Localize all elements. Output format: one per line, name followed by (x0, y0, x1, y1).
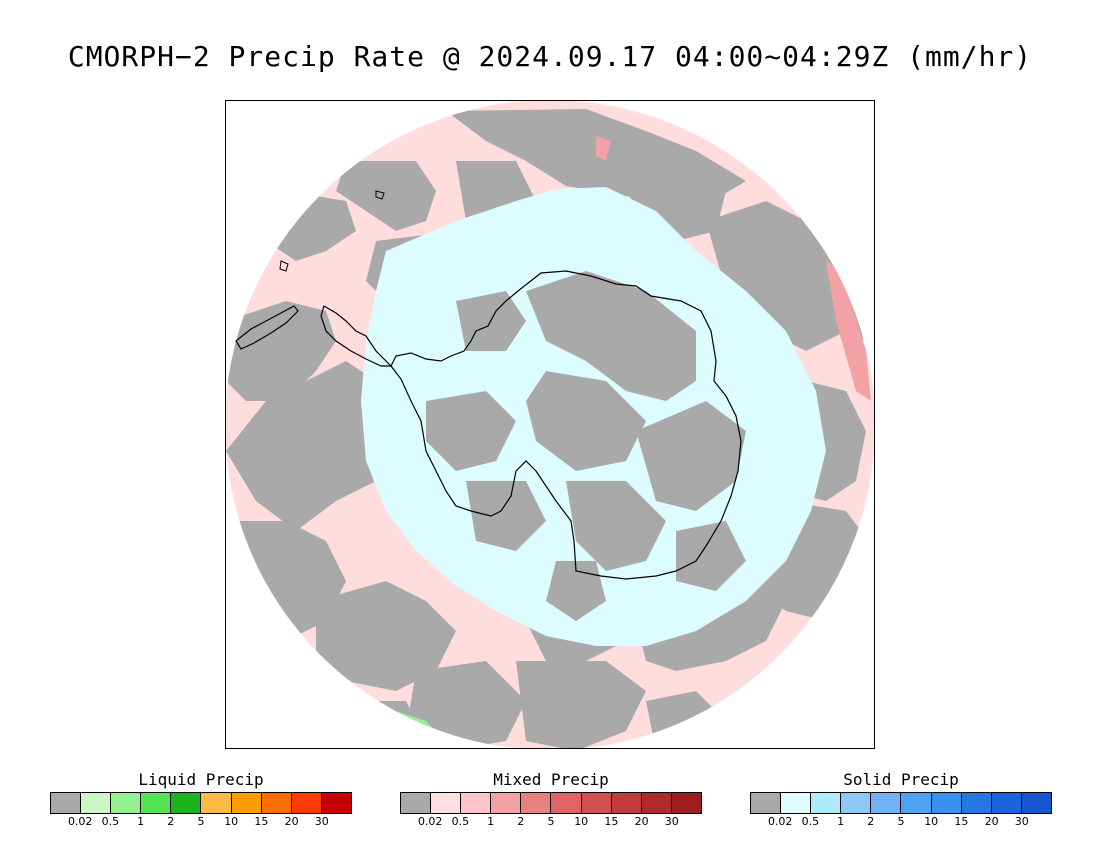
legend-title: Mixed Precip (493, 770, 609, 789)
legend-tick-label: 30 (314, 815, 329, 828)
legend-swatch (1021, 793, 1051, 813)
solid-precip-legend: Solid Precip 0.02 0.5 1 2 5 10 15 20 30 (750, 770, 1052, 831)
legend-swatch (991, 793, 1022, 813)
legend-tick-label: 0.5 (801, 815, 820, 828)
legend-tick-label: 20 (984, 815, 999, 828)
legend-swatch (551, 793, 582, 813)
island-coastline (279, 260, 289, 272)
legend-swatch (781, 793, 812, 813)
legend-swatch (461, 793, 492, 813)
legend-swatch (491, 793, 522, 813)
legend-swatch (871, 793, 902, 813)
legend-swatch (811, 793, 842, 813)
south-america-coastline (235, 305, 299, 350)
mixed-precip-moderate (596, 136, 611, 161)
legend-swatch (111, 793, 142, 813)
legend-tick-label: 0.02 (67, 815, 93, 828)
legend-title: Liquid Precip (138, 770, 264, 789)
legend-colorbar (750, 792, 1052, 814)
legend-tick-label: 5 (897, 815, 905, 828)
legend-colorbar (400, 792, 702, 814)
legend-tick-label: 15 (604, 815, 619, 828)
mixed-precip-moderate (826, 261, 871, 401)
legend-swatch (261, 793, 292, 813)
legend-tick-label: 30 (664, 815, 679, 828)
legend-swatch (751, 793, 782, 813)
legend-title: Solid Precip (843, 770, 959, 789)
legend-swatch (901, 793, 932, 813)
legend-ticks: 0.02 0.5 1 2 5 10 15 20 30 (750, 815, 1052, 831)
legend-swatch (671, 793, 701, 813)
legend-swatch (401, 793, 432, 813)
legend-ticks: 0.02 0.5 1 2 5 10 15 20 30 (400, 815, 702, 831)
polar-precip-map (226, 101, 874, 748)
legend-tick-label: 15 (254, 815, 269, 828)
legend-tick-label: 0.5 (101, 815, 120, 828)
precip-field (226, 101, 874, 748)
legend-tick-label: 1 (487, 815, 495, 828)
legend-swatch (141, 793, 172, 813)
legend-swatch (931, 793, 962, 813)
legend-ticks: 0.02 0.5 1 2 5 10 15 20 30 (50, 815, 352, 831)
legend-tick-label: 20 (634, 815, 649, 828)
mixed-precip-legend: Mixed Precip 0.02 0.5 1 2 5 10 15 20 30 (400, 770, 702, 831)
legend-tick-label: 20 (284, 815, 299, 828)
legend-swatch (81, 793, 112, 813)
legend-tick-label: 2 (167, 815, 175, 828)
legend-swatch (431, 793, 462, 813)
legend-swatch (521, 793, 552, 813)
legend-tick-label: 2 (867, 815, 875, 828)
legend-swatch (581, 793, 612, 813)
legend-tick-label: 0.5 (451, 815, 470, 828)
legend-tick-label: 10 (924, 815, 939, 828)
legend-tick-label: 5 (197, 815, 205, 828)
legend-swatch (611, 793, 642, 813)
map-title: CMORPH−2 Precip Rate @ 2024.09.17 04:00~… (67, 40, 1033, 73)
antarctic-peninsula-coastline (320, 305, 393, 367)
legend-tick-label: 15 (954, 815, 969, 828)
legend-swatch (231, 793, 262, 813)
legend-tick-label: 10 (224, 815, 239, 828)
legend-swatch (201, 793, 232, 813)
legend-tick-label: 10 (574, 815, 589, 828)
legend-tick-label: 0.02 (417, 815, 443, 828)
liquid-precip-legend: Liquid Precip 0.02 0.5 1 2 5 10 15 20 30 (50, 770, 352, 831)
continent-no-precip-streaks (426, 271, 746, 621)
legend-tick-label: 1 (137, 815, 145, 828)
legend-tick-label: 1 (837, 815, 845, 828)
legend-tick-label: 0.02 (767, 815, 793, 828)
antarctica-coastline (390, 270, 742, 580)
legend-tick-label: 5 (547, 815, 555, 828)
legend-tick-label: 30 (1014, 815, 1029, 828)
legend-swatch (641, 793, 672, 813)
legend-swatch (961, 793, 992, 813)
legend-colorbar (50, 792, 352, 814)
island-coastline (375, 190, 385, 200)
legend-swatch (51, 793, 82, 813)
legend-swatch (291, 793, 322, 813)
legend-swatch (841, 793, 872, 813)
legend-swatch (321, 793, 351, 813)
legend-tick-label: 2 (517, 815, 525, 828)
legend-swatch (171, 793, 202, 813)
map-frame (225, 100, 875, 749)
